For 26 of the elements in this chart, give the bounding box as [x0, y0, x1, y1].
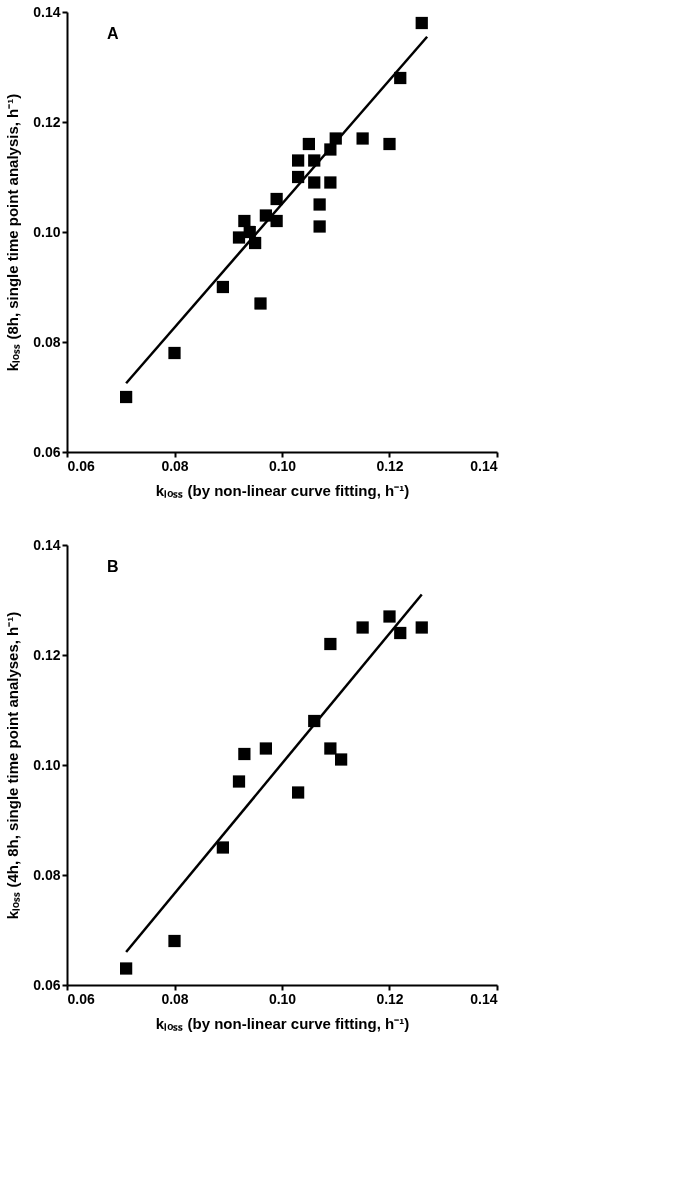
y-tick-label: 0.12: [33, 646, 61, 663]
x-tick-label: 0.10: [268, 990, 297, 1007]
y-tick-label: 0.06: [33, 976, 61, 993]
x-tick-label: 0.14: [470, 990, 498, 1007]
y-tick-label: 0.06: [33, 443, 61, 460]
x-tick-label: 0.08: [161, 457, 189, 474]
x-tick-label: 0.14: [470, 457, 498, 474]
x-axis-title: kₗₒₛₛ (by non-linear curve fitting, h⁻¹): [155, 1014, 410, 1032]
annotation: A: [107, 25, 119, 42]
x-tick-label: 0.06: [67, 457, 95, 474]
x-tick-label: 0.12: [376, 457, 404, 474]
y-tick-label: 0.12: [33, 113, 61, 130]
x-tick-label: 0.06: [67, 990, 95, 1007]
y-axis-title: kₗₒₛₛ (4h, 8h, single time point analyses, h⁻¹): [4, 611, 22, 920]
y-tick-label: 0.08: [33, 333, 61, 350]
y-tick-label: 0.10: [33, 756, 61, 773]
y-tick-label: 0.10: [33, 223, 61, 240]
y-tick-label: 0.14: [33, 3, 61, 20]
y-tick-label: 0.08: [33, 866, 61, 883]
x-axis-title: kₗₒₛₛ (by non-linear curve fitting, h⁻¹): [155, 481, 410, 499]
x-tick-label: 0.12: [376, 990, 404, 1007]
x-tick-label: 0.08: [161, 990, 189, 1007]
x-tick-label: 0.10: [268, 457, 297, 474]
y-axis-title: kₗₒₛₛ (8h, single time point analysis, h⁻¹): [4, 93, 22, 372]
y-tick-label: 0.14: [33, 536, 61, 553]
annotation: B: [107, 558, 119, 575]
